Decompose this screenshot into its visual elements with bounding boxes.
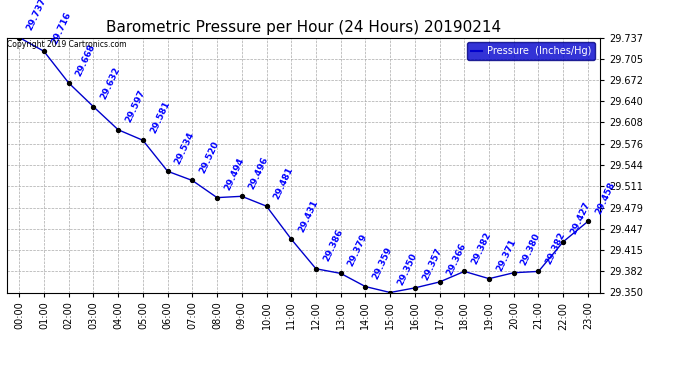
Text: 29.371: 29.371	[495, 238, 518, 273]
Point	[409, 285, 420, 291]
Point	[212, 195, 223, 201]
Point	[558, 239, 569, 245]
Point	[236, 193, 247, 199]
Text: 29.427: 29.427	[569, 201, 592, 236]
Point	[335, 270, 346, 276]
Text: 29.357: 29.357	[420, 247, 443, 282]
Text: 29.382: 29.382	[470, 231, 493, 266]
Title: Barometric Pressure per Hour (24 Hours) 20190214: Barometric Pressure per Hour (24 Hours) …	[106, 20, 501, 35]
Text: 29.668: 29.668	[75, 42, 97, 77]
Point	[582, 218, 593, 224]
Point	[310, 266, 322, 272]
Text: 29.382: 29.382	[544, 231, 567, 266]
Point	[484, 276, 495, 282]
Text: 29.380: 29.380	[520, 232, 542, 267]
Point	[187, 177, 198, 183]
Point	[112, 127, 124, 133]
Point	[14, 34, 25, 40]
Text: 29.379: 29.379	[346, 232, 369, 268]
Text: 29.359: 29.359	[371, 246, 394, 281]
Text: 29.496: 29.496	[247, 155, 270, 191]
Text: 29.716: 29.716	[50, 10, 72, 46]
Point	[434, 279, 445, 285]
Text: 29.737: 29.737	[25, 0, 48, 32]
Point	[509, 270, 520, 276]
Point	[63, 80, 75, 86]
Text: 29.534: 29.534	[173, 130, 196, 166]
Point	[533, 268, 544, 274]
Text: 29.481: 29.481	[272, 165, 295, 201]
Text: 29.386: 29.386	[322, 228, 344, 263]
Text: 29.431: 29.431	[297, 198, 319, 234]
Point	[137, 137, 148, 143]
Point	[286, 236, 297, 242]
Point	[261, 203, 272, 209]
Text: 29.458: 29.458	[593, 180, 616, 216]
Text: 29.494: 29.494	[223, 156, 246, 192]
Point	[360, 284, 371, 290]
Point	[162, 168, 173, 174]
Text: 29.632: 29.632	[99, 66, 122, 101]
Text: 29.581: 29.581	[148, 99, 171, 135]
Text: 29.520: 29.520	[198, 140, 221, 175]
Point	[39, 48, 50, 54]
Text: Copyright 2019 Cartronics.com: Copyright 2019 Cartronics.com	[8, 40, 127, 49]
Text: 29.597: 29.597	[124, 88, 147, 124]
Point	[88, 104, 99, 110]
Legend: Pressure  (Inches/Hg): Pressure (Inches/Hg)	[466, 42, 595, 60]
Text: 29.350: 29.350	[395, 252, 418, 287]
Point	[459, 268, 470, 274]
Point	[384, 290, 395, 296]
Text: 29.366: 29.366	[445, 241, 468, 276]
